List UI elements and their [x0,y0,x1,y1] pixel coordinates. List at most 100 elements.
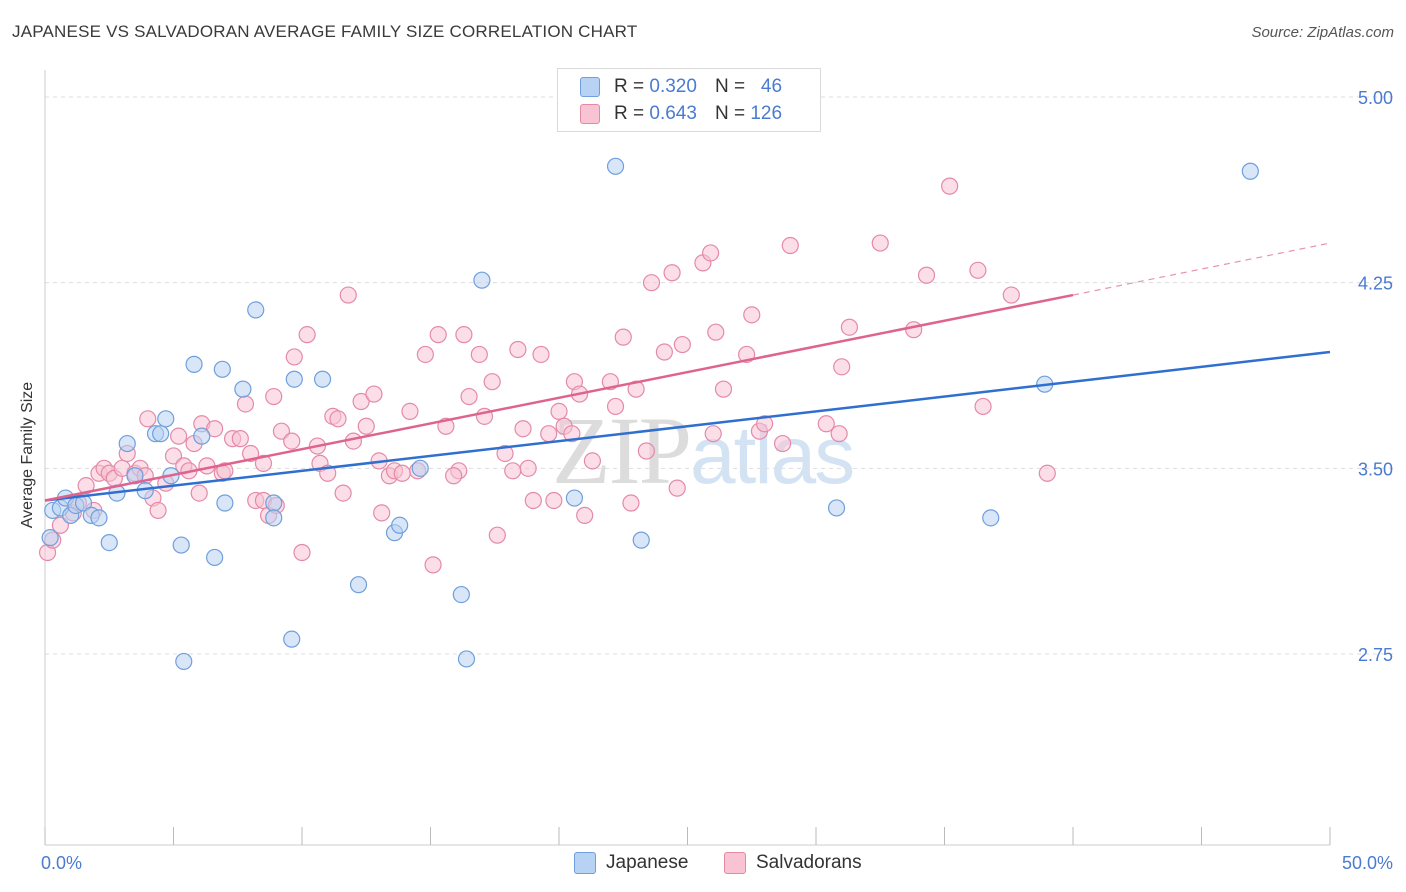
salvadoran-point [416,345,434,364]
japanese-point [193,427,211,445]
japanese-point [827,499,846,517]
salvadoran-point [583,452,602,470]
salvadoran-point [773,434,792,453]
japanese-point [565,489,584,507]
salvadoran-point [51,516,70,534]
salvadoran-point [755,415,774,433]
salvadoran-point [668,479,686,497]
salvadoran-point [401,402,419,420]
salvadoran-point [357,417,375,435]
salvadoran-point [170,427,188,445]
salvadoran-point [365,385,383,403]
bottom-legend-label-salvadorans: Salvadorans [756,852,862,873]
legend-n-value: 126 [750,103,783,124]
salvadoran-point [941,177,959,195]
salvadoran-point [509,340,527,359]
salvadoran-point [743,306,761,324]
salvadoran-point [974,397,992,416]
salvadoran-point [496,444,514,463]
salvadoran-point [206,420,224,438]
japanese-point [452,585,470,604]
bottom-legend-label-japanese: Japanese [606,852,689,873]
japanese-point [90,509,108,527]
salvadoran-trend-line [44,293,1074,502]
salvadoran-point [714,380,733,398]
legend-r-value: 0.320 [649,76,697,97]
salvadoran-point [969,261,987,279]
salvadoran-point [606,397,625,416]
japanese-point [632,531,650,549]
salvadoran-point [265,387,283,406]
japanese-point [41,529,59,547]
salvadoran-point [707,323,725,341]
japanese-point [157,410,175,428]
salvadoran-point [917,266,936,284]
y-tick-label: 4.25 [1358,274,1393,294]
legend-r-label: R = [614,103,645,124]
salvadoran-point [830,425,848,443]
salvadoran-point [329,410,347,428]
salvadoran-point [285,348,303,366]
salvadoran-point [702,244,720,262]
japanese-point [313,370,332,388]
salvadoran-point [833,358,851,376]
bottom-legend-salvadorans: Salvadorans [724,852,862,874]
salvadoran-point [563,425,581,443]
salvadoran-point [817,415,835,433]
salvadoran-point [445,467,463,485]
salvadoran-point [164,447,183,465]
salvadoran-point [642,274,661,292]
salvadoran-point [540,425,558,443]
legend-swatch-japanese [580,77,600,97]
japanese-point [473,271,491,289]
salvadoran-point [637,442,655,460]
salvadoran-point [550,402,568,420]
salvadoran-point [1002,286,1020,304]
salvadoran-point [293,543,311,562]
salvadoran-point [254,454,273,472]
salvadoran-point [532,345,550,364]
x-tick-label: 50.0% [1342,853,1393,873]
salvadoran-point [455,326,473,344]
japanese-point [175,652,193,671]
bottom-legend-swatch-salvadorans [724,852,746,874]
japanese-point [349,576,368,594]
salvadoran-point [424,556,442,574]
salvadoran-point [460,387,478,406]
japanese-point [982,509,1000,527]
salvadoran-point [470,345,488,364]
japanese-point [216,494,234,512]
japanese-point [172,536,190,554]
japanese-point [411,459,429,477]
salvadoran-point [704,425,722,443]
japanese-point [234,380,252,398]
salvadoran-point [488,526,506,544]
salvadoran-point [545,491,563,510]
legend-n-value: 46 [760,76,783,97]
salvadoran-point [429,326,447,344]
salvadoran-point [139,410,157,428]
salvadoran-point [673,335,691,354]
bottom-legend-japanese: Japanese [574,852,688,874]
japanese-point [285,370,303,388]
japanese-point [247,301,265,319]
chart-title: JAPANESE VS SALVADORAN AVERAGE FAMILY SI… [12,22,638,41]
salvadoran-point [283,432,301,450]
salvadoran-point [339,286,357,304]
japanese-point [152,425,170,443]
salvadoran-point [905,321,923,339]
japanese-point [206,548,224,567]
salvadoran-point [298,326,316,344]
japanese-trend-line [44,350,1331,502]
y-tick-label: 5.00 [1358,88,1393,108]
legend-row-salvadorans: R = 0.643 N = 126 [580,101,782,127]
japanese-point [265,494,283,512]
y-tick-label: 3.50 [1358,459,1393,479]
salvadoran-point [352,392,370,411]
salvadoran-point [519,459,537,477]
salvadoran-point [840,318,859,336]
japanese-point [457,650,476,668]
salvadoran-point [334,484,352,502]
japanese-point [265,509,283,527]
